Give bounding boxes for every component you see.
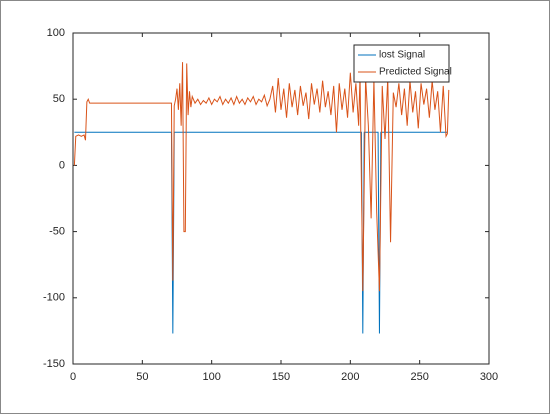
- x-tick-label: 50: [136, 371, 148, 383]
- x-tick-label: 250: [410, 371, 428, 383]
- y-tick-label: 0: [59, 159, 65, 171]
- y-tick-label: 50: [53, 93, 65, 105]
- y-tick-label: -150: [43, 358, 65, 370]
- legend: lost Signal Predicted Signal: [353, 44, 452, 83]
- y-tick-label: -50: [49, 226, 65, 238]
- x-tick-label: 100: [202, 371, 220, 383]
- y-tick-label: 100: [47, 27, 65, 39]
- legend-box: [353, 44, 450, 83]
- x-tick-label: 0: [70, 371, 76, 383]
- x-tick-label: 150: [272, 371, 290, 383]
- series-line: [73, 62, 450, 292]
- y-tick-label: -100: [43, 292, 65, 304]
- plot-area: [73, 33, 489, 364]
- x-tick-label: 200: [341, 371, 359, 383]
- legend-label: lost Signal: [379, 50, 425, 61]
- axes-box: [72, 32, 490, 365]
- legend-label: Predicted Signal: [379, 67, 452, 78]
- x-tick-label: 300: [480, 371, 498, 383]
